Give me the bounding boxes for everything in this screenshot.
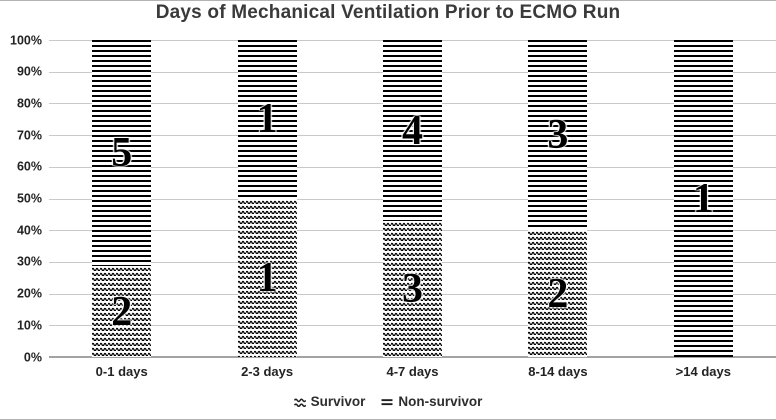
y-tick-label-100%: 100% bbox=[10, 32, 42, 47]
x-category-label-5: >14 days bbox=[675, 364, 731, 379]
zigzag-pattern-svg bbox=[237, 198, 297, 357]
bar-segment-non-survivor-3: 4 bbox=[383, 40, 443, 222]
y-tick-label-60%: 60% bbox=[16, 159, 42, 174]
survivor-value-label: 3 bbox=[402, 266, 424, 313]
x-category-label-1: 0-1 days bbox=[95, 364, 148, 379]
legend-label-non-survivor: Non-survivor bbox=[398, 394, 483, 409]
survivor-value-label: 2 bbox=[547, 270, 569, 317]
y-tick-label-50%: 50% bbox=[16, 191, 42, 206]
y-tick-label-0%: 0% bbox=[23, 349, 42, 364]
y-tick-label-80%: 80% bbox=[16, 96, 42, 111]
x-category-label-4: 8-14 days bbox=[528, 364, 588, 379]
y-tick-label-20%: 20% bbox=[16, 286, 42, 301]
gridline-0% bbox=[49, 356, 776, 358]
bar-segment-survivor-2: 1 bbox=[237, 198, 297, 357]
y-tick-label-10%: 10% bbox=[16, 318, 42, 333]
x-category-label-3: 4-7 days bbox=[386, 364, 439, 379]
chart-title: Days of Mechanical Ventilation Prior to … bbox=[155, 2, 621, 23]
legend-item-non-survivor: Non-survivor bbox=[381, 395, 482, 409]
non-survivor-value-label: 3 bbox=[547, 112, 569, 159]
survivor-zigzag-icon bbox=[293, 398, 306, 407]
survivor-value-label: 2 bbox=[111, 288, 133, 335]
legend-item-survivor: Survivor bbox=[293, 394, 366, 409]
non-survivor-lines-icon bbox=[381, 398, 393, 405]
stacked-bar-5: 1 bbox=[673, 40, 733, 357]
bar-segment-non-survivor-5: 1 bbox=[673, 40, 733, 357]
bar-segment-non-survivor-1: 5 bbox=[92, 40, 152, 267]
zigzag-pattern-svg bbox=[383, 221, 443, 357]
y-tick-label-40%: 40% bbox=[16, 222, 42, 237]
y-tick-label-90%: 90% bbox=[16, 64, 42, 79]
bar-slot-5: 1 bbox=[631, 40, 776, 357]
figure-top-border bbox=[0, 0, 776, 1]
bar-segment-non-survivor-2: 1 bbox=[237, 40, 297, 199]
non-survivor-value-label: 1 bbox=[256, 96, 278, 143]
non-survivor-value-label: 1 bbox=[692, 175, 714, 222]
bar-segment-survivor-3: 3 bbox=[383, 221, 443, 357]
y-axis: 0% 10% 20% 30% 40% 50% 60% 70% 80% 90% 100% bbox=[0, 34, 42, 363]
survivor-value-label: 1 bbox=[256, 254, 278, 301]
bar-segment-survivor-4: 2 bbox=[528, 230, 588, 357]
legend-label-survivor: Survivor bbox=[310, 394, 366, 409]
zigzag-pattern-svg bbox=[92, 266, 152, 357]
y-tick-label-70%: 70% bbox=[16, 127, 42, 142]
bar-segment-non-survivor-4: 3 bbox=[528, 40, 588, 231]
non-survivor-value-label: 5 bbox=[111, 130, 133, 177]
x-axis: 0-1 days 2-3 days 4-7 days 8-14 days >14 day… bbox=[49, 364, 776, 380]
bar-segment-survivor-1: 2 bbox=[92, 266, 152, 357]
legend: Survivor Non-survivor bbox=[0, 395, 776, 409]
zigzag-pattern-svg bbox=[528, 230, 588, 357]
y-tick-label-30%: 30% bbox=[16, 254, 42, 269]
x-category-label-2: 2-3 days bbox=[241, 364, 294, 379]
non-survivor-value-label: 4 bbox=[402, 107, 424, 154]
